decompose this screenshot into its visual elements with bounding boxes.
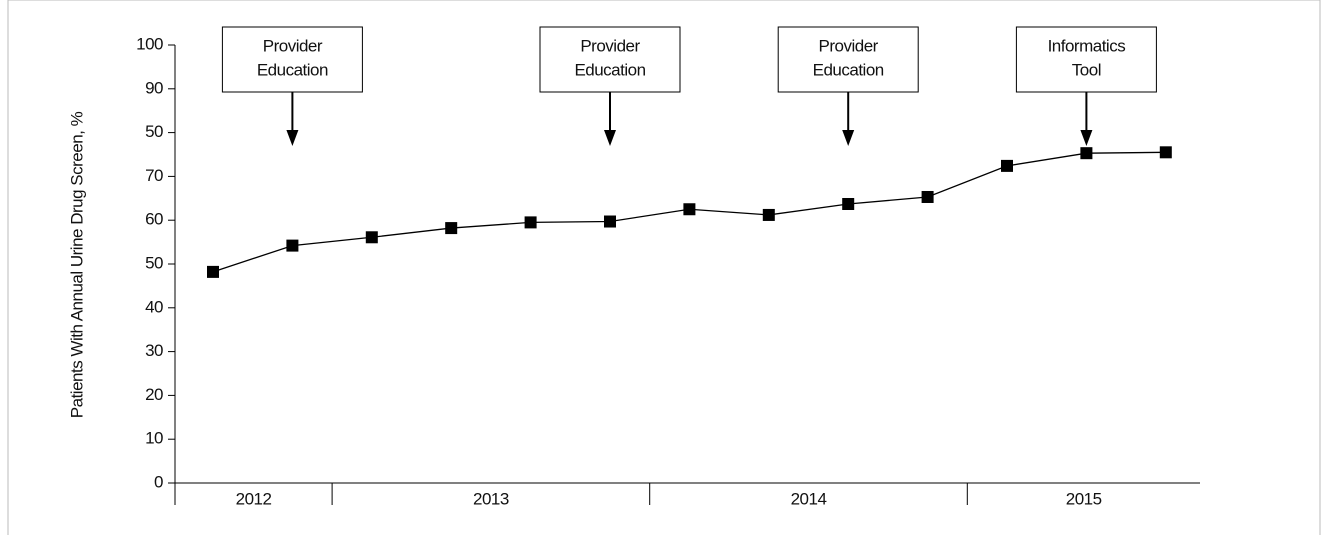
y-tick-label: 50 bbox=[145, 253, 163, 272]
data-point bbox=[524, 216, 537, 229]
y-tick-label: 50 bbox=[145, 122, 163, 141]
y-tick-label: 70 bbox=[145, 166, 163, 185]
frame bbox=[7, 0, 1321, 535]
data-point bbox=[683, 203, 696, 216]
x-group-label: 2012 bbox=[236, 489, 272, 508]
annotation-text: Tool bbox=[1072, 60, 1101, 79]
data-point bbox=[762, 208, 775, 221]
data-point bbox=[207, 265, 219, 278]
data-point bbox=[604, 215, 616, 228]
x-group-label: 2013 bbox=[473, 489, 509, 508]
annotation-box bbox=[539, 26, 681, 93]
annotation-arrowhead bbox=[842, 130, 855, 146]
y-tick-label: 100 bbox=[136, 34, 163, 53]
y-tick-label: 20 bbox=[145, 385, 163, 404]
y-tick-label: 30 bbox=[145, 341, 163, 360]
data-point bbox=[921, 190, 934, 203]
annotation-box bbox=[777, 26, 919, 93]
x-group-label: 2014 bbox=[791, 489, 827, 508]
annotation-text: Informatics bbox=[1048, 36, 1126, 55]
annotation-box bbox=[1015, 26, 1157, 93]
y-tick-label: 60 bbox=[145, 210, 163, 229]
y-tick-label: 90 bbox=[145, 78, 163, 97]
data-point bbox=[842, 197, 855, 210]
annotation-box bbox=[221, 26, 363, 93]
data-point bbox=[1080, 147, 1093, 160]
data-point bbox=[365, 231, 378, 244]
annotation-text: Provider bbox=[580, 36, 640, 55]
annotation-text: Education bbox=[813, 60, 884, 79]
annotation-text: Education bbox=[257, 60, 328, 79]
data-point bbox=[286, 239, 299, 252]
annotation-arrowhead bbox=[1080, 130, 1093, 146]
data-point bbox=[1001, 159, 1013, 172]
data-point bbox=[445, 222, 458, 235]
data-point bbox=[1159, 146, 1172, 159]
annotation-text: Provider bbox=[819, 36, 879, 55]
y-tick-label: 0 bbox=[154, 472, 163, 491]
y-tick-label: 10 bbox=[145, 429, 163, 448]
annotation-arrowhead bbox=[604, 130, 616, 146]
annotation-arrowhead bbox=[286, 130, 299, 146]
annotation-text: Education bbox=[574, 60, 645, 79]
y-tick-label: 40 bbox=[145, 297, 163, 316]
annotation-text: Provider bbox=[263, 36, 323, 55]
y-axis-label: Patients With Annual Urine Drug Screen, … bbox=[67, 111, 86, 418]
x-group-label: 2015 bbox=[1066, 489, 1102, 508]
